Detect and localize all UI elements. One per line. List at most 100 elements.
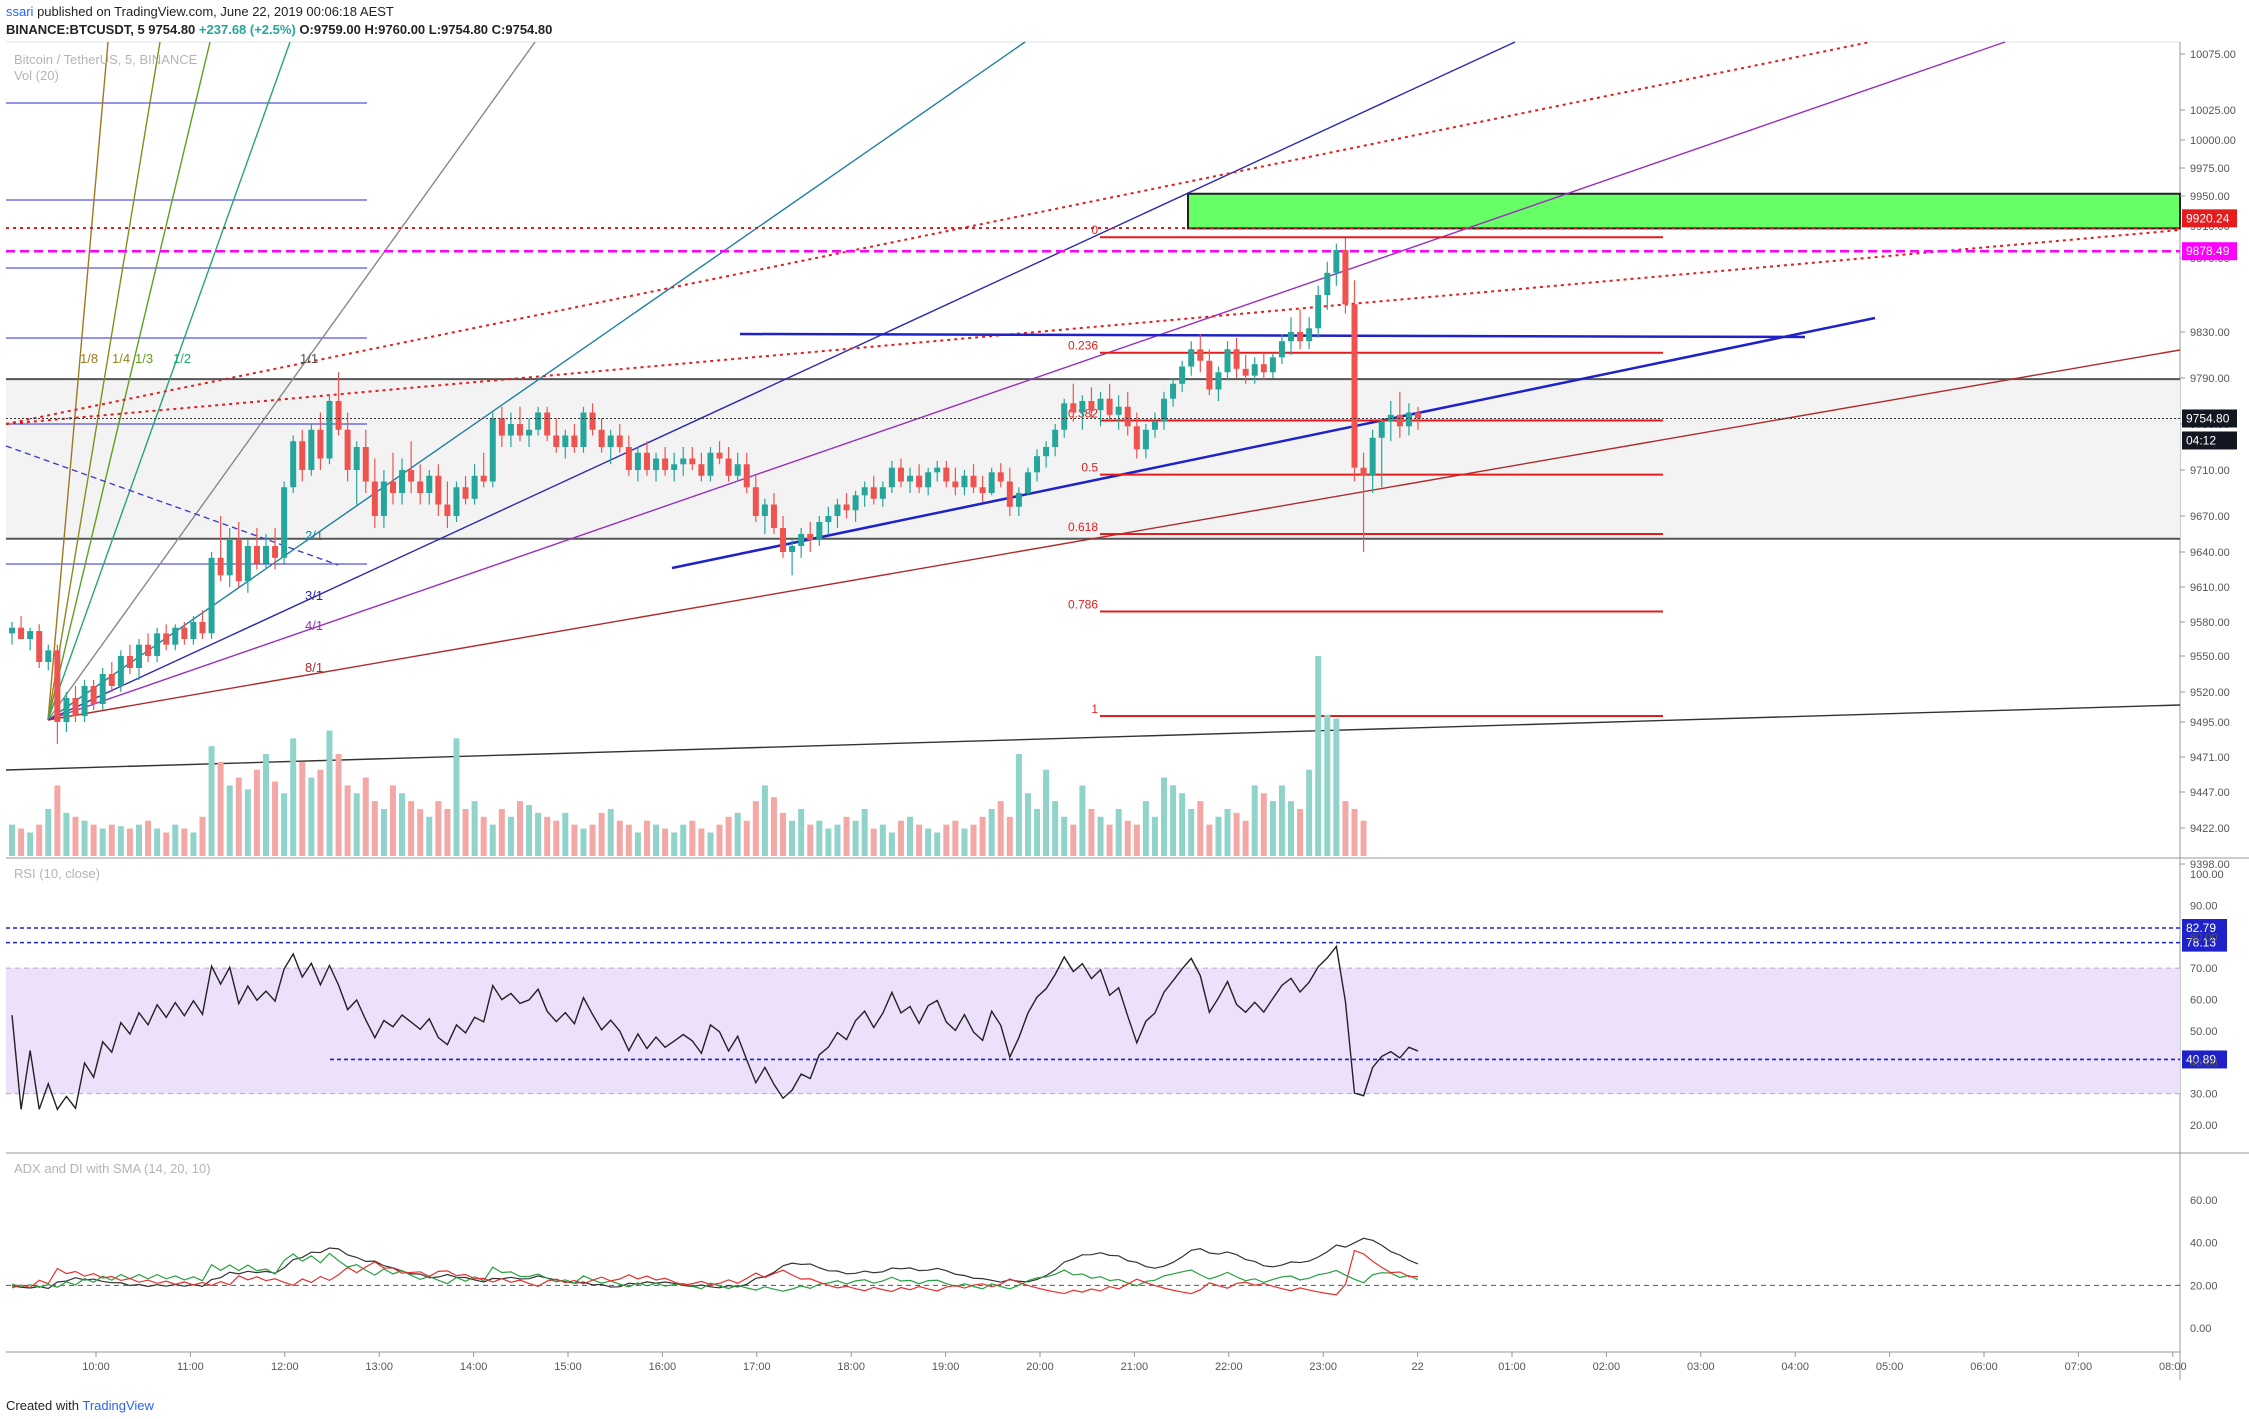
volume-bar (117, 826, 124, 856)
rsi-level-label: 82.79 (2186, 921, 2216, 935)
tradingview-logo-text[interactable]: TradingView (82, 1398, 154, 1413)
candle (725, 447, 732, 482)
volume-bar (63, 812, 70, 856)
adx-pane[interactable]: 60.00 40.00 20.00 0.00 (6, 1195, 2218, 1335)
price-tick-label: 9950.00 (2190, 191, 2230, 203)
candle-body (1106, 398, 1113, 415)
volume-bar (1061, 816, 1068, 856)
candle-body (154, 633, 161, 656)
candle (389, 452, 396, 505)
candle (244, 540, 251, 593)
candle-body (1133, 426, 1140, 450)
candle (689, 447, 696, 470)
rsi-tick-label: 90.00 (2190, 900, 2218, 912)
candle-body (1324, 272, 1331, 295)
price-axis[interactable]: 10075.00 10025.00 10000.00 9975.00 9950.00 99… (2180, 49, 2236, 871)
fan-label: 3/1 (305, 588, 323, 603)
candle-body (1224, 349, 1231, 373)
candle (408, 441, 415, 493)
rsi-tick-label: 80.00 (2190, 932, 2218, 944)
candle-body (1288, 332, 1295, 342)
volume-bar (861, 808, 868, 856)
price-label-box (2182, 431, 2237, 450)
candle-body (426, 475, 433, 493)
candle-body (1215, 372, 1222, 390)
volume-bar (163, 832, 170, 856)
volume-bar (816, 820, 823, 856)
candle-body (235, 540, 242, 582)
volume-bar (81, 820, 88, 856)
footer: Created with TradingView (6, 1398, 154, 1413)
candle-body (916, 475, 923, 488)
volume-bar (426, 816, 433, 856)
candle-body (589, 412, 596, 430)
candle (163, 624, 170, 651)
candle-body (462, 487, 469, 499)
volume-bar (462, 808, 469, 856)
volume-bar (1024, 793, 1031, 856)
adx-tick-label: 20.00 (2190, 1280, 2218, 1292)
adx-tick-label: 0.00 (2190, 1323, 2211, 1335)
volume-bar (535, 812, 542, 856)
gann-fan[interactable] (47, 41, 2181, 721)
volume-bar (888, 832, 895, 856)
price-label-box (2182, 409, 2237, 428)
volume-bar (217, 761, 224, 856)
base-trendline[interactable] (5, 704, 2181, 771)
candle-body (897, 467, 904, 482)
candle-body (1124, 406, 1131, 427)
target-zone[interactable] (1187, 192, 2181, 230)
candle-body (1260, 364, 1267, 373)
volume-bar (299, 761, 306, 856)
candle-body (1079, 401, 1086, 413)
candle (1197, 334, 1204, 373)
rsi-axis: 100.00 90.00 80.00 70.00 60.00 50.00 40.00 30.0… (2190, 869, 2224, 1132)
adx-axis: 60.00 40.00 20.00 0.00 (2190, 1195, 2218, 1335)
candle-body (190, 622, 197, 639)
candle-body (1206, 360, 1213, 390)
candle-body (1052, 429, 1059, 447)
time-tick-label: 03:00 (1687, 1361, 1715, 1373)
candle (1079, 395, 1086, 430)
price-tick-label: 10025.00 (2190, 105, 2236, 117)
candle-body (816, 522, 823, 540)
volume-bar (589, 824, 596, 856)
candle (571, 424, 578, 453)
candle-body (780, 528, 787, 552)
candle-body (199, 622, 206, 634)
publish-line: ssari published on TradingView.com, June… (6, 4, 394, 19)
candle-body (135, 644, 142, 668)
candle (798, 528, 805, 558)
candle-body (1342, 250, 1349, 305)
price-tick-label: 9495.00 (2190, 717, 2230, 729)
candle (1106, 383, 1113, 422)
candle (988, 467, 995, 496)
volume-bar (943, 824, 950, 856)
candle (997, 463, 1004, 488)
candle (580, 406, 587, 453)
candle-body (344, 429, 351, 470)
time-axis[interactable]: 10:00 11:00 12:00 13:00 14:00 15:00 16:00 17:00… (82, 1352, 2187, 1373)
candle (516, 406, 523, 442)
username[interactable]: ssari (6, 4, 34, 19)
red-dotted-channel[interactable] (5, 41, 2181, 425)
candle (752, 475, 759, 522)
candle (435, 464, 442, 516)
candle (1034, 449, 1041, 482)
candle (1333, 243, 1340, 286)
volume-bar (1151, 816, 1158, 856)
candle (498, 406, 505, 447)
candle (1260, 352, 1267, 381)
volume-bar (45, 808, 52, 856)
candle-body (1024, 472, 1031, 493)
candle (426, 470, 433, 505)
price-label-value: 9920.24 (2186, 211, 2230, 225)
volume-bar (1206, 824, 1213, 856)
price-tick-label: 9520.00 (2190, 687, 2230, 699)
blue-trendlines[interactable] (671, 316, 1876, 570)
candle (63, 692, 70, 733)
candle-body (970, 475, 977, 488)
candle (1278, 334, 1285, 365)
